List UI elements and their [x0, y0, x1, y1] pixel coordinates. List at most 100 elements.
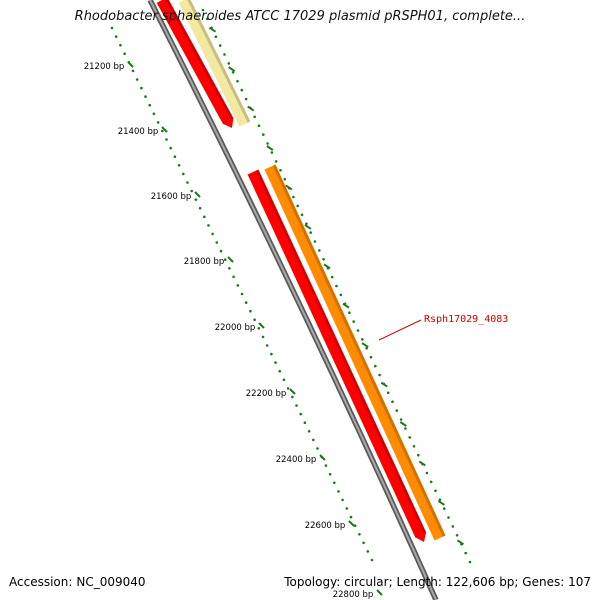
outer-scale-dot [464, 551, 468, 555]
outer-scale-dot [455, 534, 459, 537]
inner-scale-dot [249, 309, 252, 313]
outer-scale-dot [313, 240, 317, 243]
summary-info: Topology: circular; Length: 122,606 bp; … [284, 575, 591, 589]
outer-major-tick [380, 381, 388, 388]
inner-scale-dot [144, 95, 147, 98]
inner-scale-dot [135, 78, 139, 81]
outer-scale-dot [429, 480, 433, 484]
outer-major-tick [208, 26, 217, 33]
scale-label: 21400 bp [118, 127, 159, 137]
inner-scale-dot [303, 421, 307, 425]
inner-scale-dot [337, 490, 340, 493]
inner-scale-dot [345, 507, 349, 510]
inner-scale-dot [203, 215, 206, 219]
outer-major-tick [285, 184, 293, 191]
inner-scale-dot [358, 533, 361, 536]
outer-scale-dot [417, 453, 420, 457]
inner-scale-dot [299, 412, 303, 416]
inner-scale-dot [182, 172, 185, 176]
outer-scale-dot [223, 53, 226, 56]
major-tick-mark [348, 520, 355, 527]
backbone-arc [147, 0, 439, 600]
inner-scale-dot [215, 241, 219, 244]
inner-scale-dot [161, 129, 164, 133]
outer-major-tick [266, 145, 274, 151]
major-tick-mark [258, 322, 265, 329]
outer-scale-dot [236, 79, 239, 83]
outer-scale-dot [395, 409, 399, 412]
outer-scale-dot [391, 400, 394, 404]
major-tick-mark [319, 454, 326, 461]
accession-value: NC_009040 [76, 575, 146, 589]
scale-label: 22000 bp [215, 323, 256, 333]
outer-scale-dot [330, 275, 334, 279]
outer-scale-dot [206, 17, 209, 21]
scale-label: 22800 bp [333, 590, 374, 600]
outer-scale-dot [218, 44, 222, 47]
inner-scale-dot [156, 121, 160, 124]
inner-scale-dot [261, 335, 265, 339]
gene-callouts: Rsph17029_4083 [378, 314, 508, 341]
inner-scale-dot [328, 472, 332, 476]
inner-scale-dot [316, 447, 319, 450]
inner-scale-dot [282, 378, 286, 382]
outer-scale-dot [386, 391, 390, 395]
inner-scale-dot [110, 26, 114, 30]
outer-major-tick [456, 539, 465, 546]
map-title: Rhodobacter sphaeroides ATCC 17029 plasm… [74, 9, 526, 24]
inner-scale-dot [265, 344, 269, 347]
plasmid-backbone [147, 0, 439, 600]
accession-info: Accession: NC_009040 [9, 575, 146, 589]
outer-scale-dot [408, 436, 412, 439]
inner-scale-dot [131, 69, 135, 73]
outer-scale-dot [352, 320, 356, 323]
outer-scale-dot [240, 88, 244, 92]
inner-scale-dot [324, 464, 328, 467]
outer-scale-dot [253, 115, 256, 119]
inner-scale-dot [232, 275, 235, 279]
gene-red-lower-body [247, 169, 427, 542]
inner-scale-dot [274, 361, 277, 364]
outer-scale-dot [399, 418, 403, 421]
major-tick-mark [161, 126, 168, 133]
inner-scale-dot [253, 318, 256, 322]
inner-scale-dot [333, 481, 336, 485]
inner-scale-dot [119, 43, 122, 47]
gene-callout-label: Rsph17029_4083 [424, 314, 508, 325]
gene-red-upper [156, 0, 234, 128]
outer-scale-dot [348, 311, 351, 315]
outer-major-tick [304, 224, 312, 230]
outer-scale-dot [322, 258, 325, 261]
outer-scale-dot [378, 373, 381, 377]
outer-major-tick [418, 460, 426, 467]
scale-label: 22400 bp [276, 455, 317, 465]
inner-scale-dot [295, 404, 298, 407]
outer-scale-dot [412, 445, 416, 448]
inner-scale-dot [366, 550, 370, 553]
length-value: 122,606 bp [445, 575, 515, 589]
gene-callout-line [378, 319, 422, 341]
outer-major-tick [342, 302, 350, 309]
inner-scale-dot [278, 369, 282, 373]
outer-scale-dot [270, 151, 274, 154]
outer-scale-dot [279, 169, 282, 172]
outer-major-tick [247, 105, 255, 112]
outer-scale-dot [468, 560, 472, 564]
inner-scale-dot [244, 301, 248, 304]
inner-scale-dot [286, 387, 290, 390]
inner-scale-dot [291, 395, 294, 399]
gene-red-upper-shade [165, 0, 234, 120]
outer-scale-dot [404, 427, 407, 430]
outer-major-tick [228, 66, 236, 72]
outer-scale-dot [339, 293, 343, 297]
inner-scale-dot [114, 35, 118, 38]
outer-scale-dot [374, 364, 377, 368]
scale-label: 21200 bp [84, 62, 125, 72]
inner-scale-dot [228, 267, 231, 270]
gene-features [156, 0, 446, 542]
inner-scale-dot [349, 515, 353, 519]
gene-yellow-upper-body [178, 0, 251, 127]
inner-scale-dot [198, 206, 202, 210]
gene-yellow-upper-shade [187, 0, 251, 123]
